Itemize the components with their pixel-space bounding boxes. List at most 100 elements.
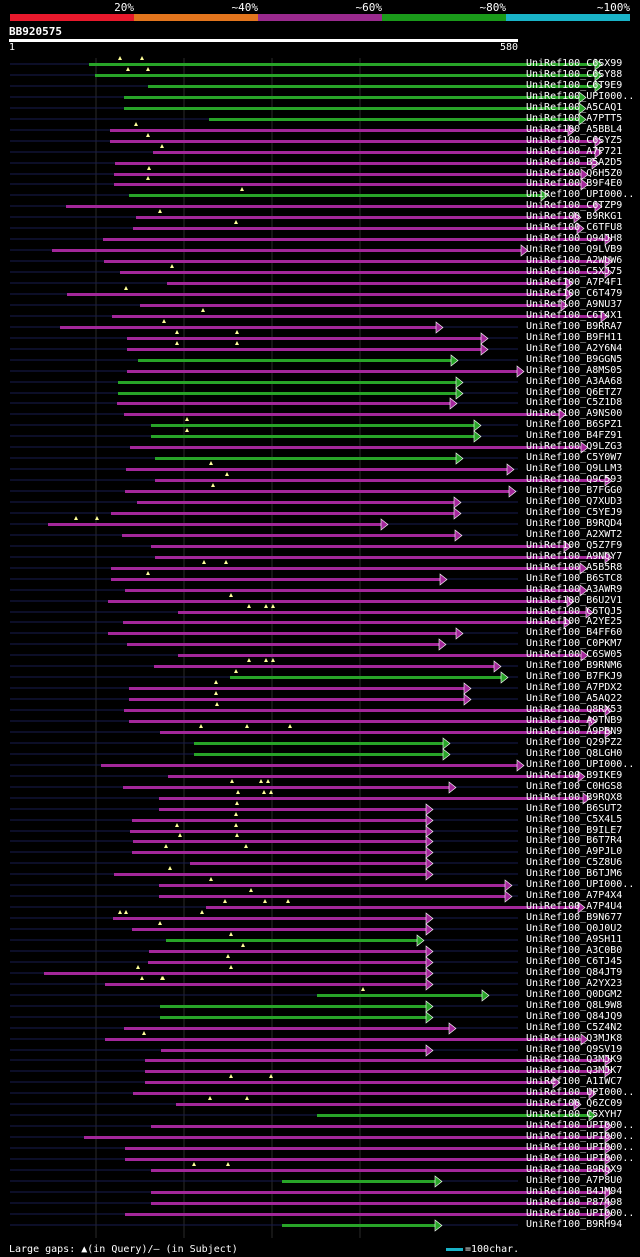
hit-label[interactable]: UniRef100_B4FF60 (526, 627, 623, 638)
hit-label[interactable]: UniRef100_A9NU37 (526, 299, 623, 310)
hit-label[interactable]: UniRef100_UPI000.. (526, 1142, 635, 1153)
hit-label[interactable]: UniRef100_A9NS00 (526, 408, 623, 419)
hit-label[interactable]: UniRef100_C5X4L5 (526, 814, 623, 825)
hit-label[interactable]: UniRef100_B4FZ91 (526, 430, 623, 441)
hit-label[interactable]: UniRef100_Q3MJK8 (526, 1033, 623, 1044)
hit-label[interactable]: UniRef100_A2YX23 (526, 978, 623, 989)
hit-label[interactable]: UniRef100_Q6H5Z0 (526, 168, 623, 179)
hit-label[interactable]: UniRef100_C6TZP9 (526, 200, 623, 211)
hit-label[interactable]: UniRef100_Q7XUD3 (526, 496, 623, 507)
hit-label[interactable]: UniRef100_A9PBN9 (526, 726, 623, 737)
hit-label[interactable]: UniRef100_B7FGG0 (526, 485, 623, 496)
hit-label[interactable]: UniRef100_Q9LZG3 (526, 441, 623, 452)
hit-label[interactable]: UniRef100_C5Z8U6 (526, 857, 623, 868)
hit-label[interactable]: UniRef100_B9RQX8 (526, 792, 623, 803)
hit-label[interactable]: UniRef100_C6TQJ5 (526, 606, 623, 617)
hit-label[interactable]: UniRef100_Q9SV19 (526, 1044, 623, 1055)
hit-label[interactable]: UniRef100_A3C0B0 (526, 945, 623, 956)
hit-label[interactable]: UniRef100_UPI000.. (526, 1087, 635, 1098)
hit-label[interactable]: UniRef100_B6TJM6 (526, 868, 623, 879)
hit-label[interactable]: UniRef100_B9RKG1 (526, 211, 623, 222)
hit-label[interactable]: UniRef100_B9RNM6 (526, 660, 623, 671)
hit-label[interactable]: UniRef100_Q0J0U2 (526, 923, 623, 934)
hit-label[interactable]: UniRef100_B9FH11 (526, 332, 623, 343)
hit-label[interactable]: UniRef100_A7PDX2 (526, 682, 623, 693)
hit-label[interactable]: UniRef100_Q9LLM3 (526, 463, 623, 474)
hit-label[interactable]: UniRef100_C6T9E9 (526, 80, 623, 91)
hit-label[interactable]: UniRef100_C0HGS8 (526, 781, 623, 792)
hit-label[interactable]: UniRef100_B6T7R4 (526, 835, 623, 846)
hit-label[interactable]: UniRef100_B7FKJ9 (526, 671, 623, 682)
hit-label[interactable]: UniRef100_A5BBL4 (526, 124, 623, 135)
hit-label[interactable]: UniRef100_UPI000.. (526, 879, 635, 890)
hit-label[interactable]: UniRef100_C5YEJ9 (526, 507, 623, 518)
hit-label[interactable]: UniRef100_UPI000.. (526, 189, 635, 200)
hit-label[interactable]: UniRef100_C6T479 (526, 288, 623, 299)
hit-label[interactable]: UniRef100_P87498 (526, 1197, 623, 1208)
hit-label[interactable]: UniRef100_A7P4F1 (526, 277, 623, 288)
hit-label[interactable]: UniRef100_C5XJ75 (526, 266, 623, 277)
hit-label[interactable]: UniRef100_C6SX99 (526, 58, 623, 69)
hit-label[interactable]: UniRef100_UPI000.. (526, 759, 635, 770)
hit-label[interactable]: UniRef100_B9F4E0 (526, 178, 623, 189)
hit-label[interactable]: UniRef100_C5Z1D8 (526, 397, 623, 408)
hit-label[interactable]: UniRef100_C6TFU8 (526, 222, 623, 233)
hit-label[interactable]: UniRef100_B9RQX9 (526, 1164, 623, 1175)
hit-label[interactable]: UniRef100_Q29PZ2 (526, 737, 623, 748)
hit-label[interactable]: UniRef100_Q6ETZ7 (526, 387, 623, 398)
hit-label[interactable]: UniRef100_Q5Z7F9 (526, 540, 623, 551)
hit-label[interactable]: UniRef100_C5Z4N2 (526, 1022, 623, 1033)
hit-label[interactable]: UniRef100_A7P721 (526, 146, 623, 157)
hit-label[interactable]: UniRef100_Q84JT9 (526, 967, 623, 978)
hit-label[interactable]: UniRef100_UPI000.. (526, 1120, 635, 1131)
hit-label[interactable]: UniRef100_A8MS05 (526, 365, 623, 376)
hit-label[interactable]: UniRef100_Q3MJK7 (526, 1065, 623, 1076)
hit-label[interactable]: UniRef100_A9SH11 (526, 934, 623, 945)
hit-label[interactable]: UniRef100_B9RQD4 (526, 518, 623, 529)
hit-label[interactable]: UniRef100_UPI000.. (526, 1153, 635, 1164)
hit-label[interactable]: UniRef100_A7P4U4 (526, 901, 623, 912)
hit-label[interactable]: UniRef100_A2WUW6 (526, 255, 623, 266)
hit-label[interactable]: UniRef100_B5A2D5 (526, 157, 623, 168)
hit-label[interactable]: UniRef100_C0PKM7 (526, 638, 623, 649)
hit-label[interactable]: UniRef100_C5Y0W7 (526, 452, 623, 463)
hit-label[interactable]: UniRef100_A5CAQ1 (526, 102, 623, 113)
hit-label[interactable]: UniRef100_Q6ZC09 (526, 1098, 623, 1109)
hit-label[interactable]: UniRef100_Q94JH8 (526, 233, 623, 244)
hit-label[interactable]: UniRef100_UPI000.. (526, 1208, 635, 1219)
hit-label[interactable]: UniRef100_B6SPZ1 (526, 419, 623, 430)
hit-label[interactable]: UniRef100_A9NQY7 (526, 551, 623, 562)
hit-label[interactable]: UniRef100_A5AQ22 (526, 693, 623, 704)
hit-label[interactable]: UniRef100_A7P4X4 (526, 890, 623, 901)
hit-label[interactable]: UniRef100_Q0DGM2 (526, 989, 623, 1000)
hit-label[interactable]: UniRef100_A1IWC7 (526, 1076, 623, 1087)
hit-label[interactable]: UniRef100_Q9LVB9 (526, 244, 623, 255)
hit-label[interactable]: UniRef100_A3AWR9 (526, 584, 623, 595)
hit-label[interactable]: UniRef100_B6U2V1 (526, 595, 623, 606)
hit-label[interactable]: UniRef100_Q9C593 (526, 474, 623, 485)
hit-label[interactable]: UniRef100_C5XYH7 (526, 1109, 623, 1120)
hit-label[interactable]: UniRef100_B9RH94 (526, 1219, 623, 1230)
hit-label[interactable]: UniRef100_A9TNB9 (526, 715, 623, 726)
hit-label[interactable]: UniRef100_Q3MJK9 (526, 1054, 623, 1065)
hit-label[interactable]: UniRef100_B4JM94 (526, 1186, 623, 1197)
hit-label[interactable]: UniRef100_B9IKE9 (526, 770, 623, 781)
hit-label[interactable]: UniRef100_Q8LGH0 (526, 748, 623, 759)
hit-label[interactable]: UniRef100_B9RRA7 (526, 321, 623, 332)
hit-label[interactable]: UniRef100_B9N677 (526, 912, 623, 923)
hit-label[interactable]: UniRef100_Q8L9W8 (526, 1000, 623, 1011)
hit-label[interactable]: UniRef100_A3AA68 (526, 376, 623, 387)
hit-label[interactable]: UniRef100_C6SYZ5 (526, 135, 623, 146)
hit-label[interactable]: UniRef100_C6TJ45 (526, 956, 623, 967)
hit-label[interactable]: UniRef100_B9GGN5 (526, 354, 623, 365)
hit-label[interactable]: UniRef100_C6T4X1 (526, 310, 623, 321)
hit-label[interactable]: UniRef100_A7P8U0 (526, 1175, 623, 1186)
hit-label[interactable]: UniRef100_C6SW05 (526, 649, 623, 660)
hit-label[interactable]: UniRef100_UPI000.. (526, 91, 635, 102)
hit-label[interactable]: UniRef100_A2Y6N4 (526, 343, 623, 354)
hit-label[interactable]: UniRef100_Q8RX53 (526, 704, 623, 715)
hit-label[interactable]: UniRef100_A5B5R8 (526, 562, 623, 573)
hit-label[interactable]: UniRef100_A9PJL0 (526, 846, 623, 857)
hit-label[interactable]: UniRef100_Q84JQ9 (526, 1011, 623, 1022)
hit-label[interactable]: UniRef100_A2YE25 (526, 616, 623, 627)
